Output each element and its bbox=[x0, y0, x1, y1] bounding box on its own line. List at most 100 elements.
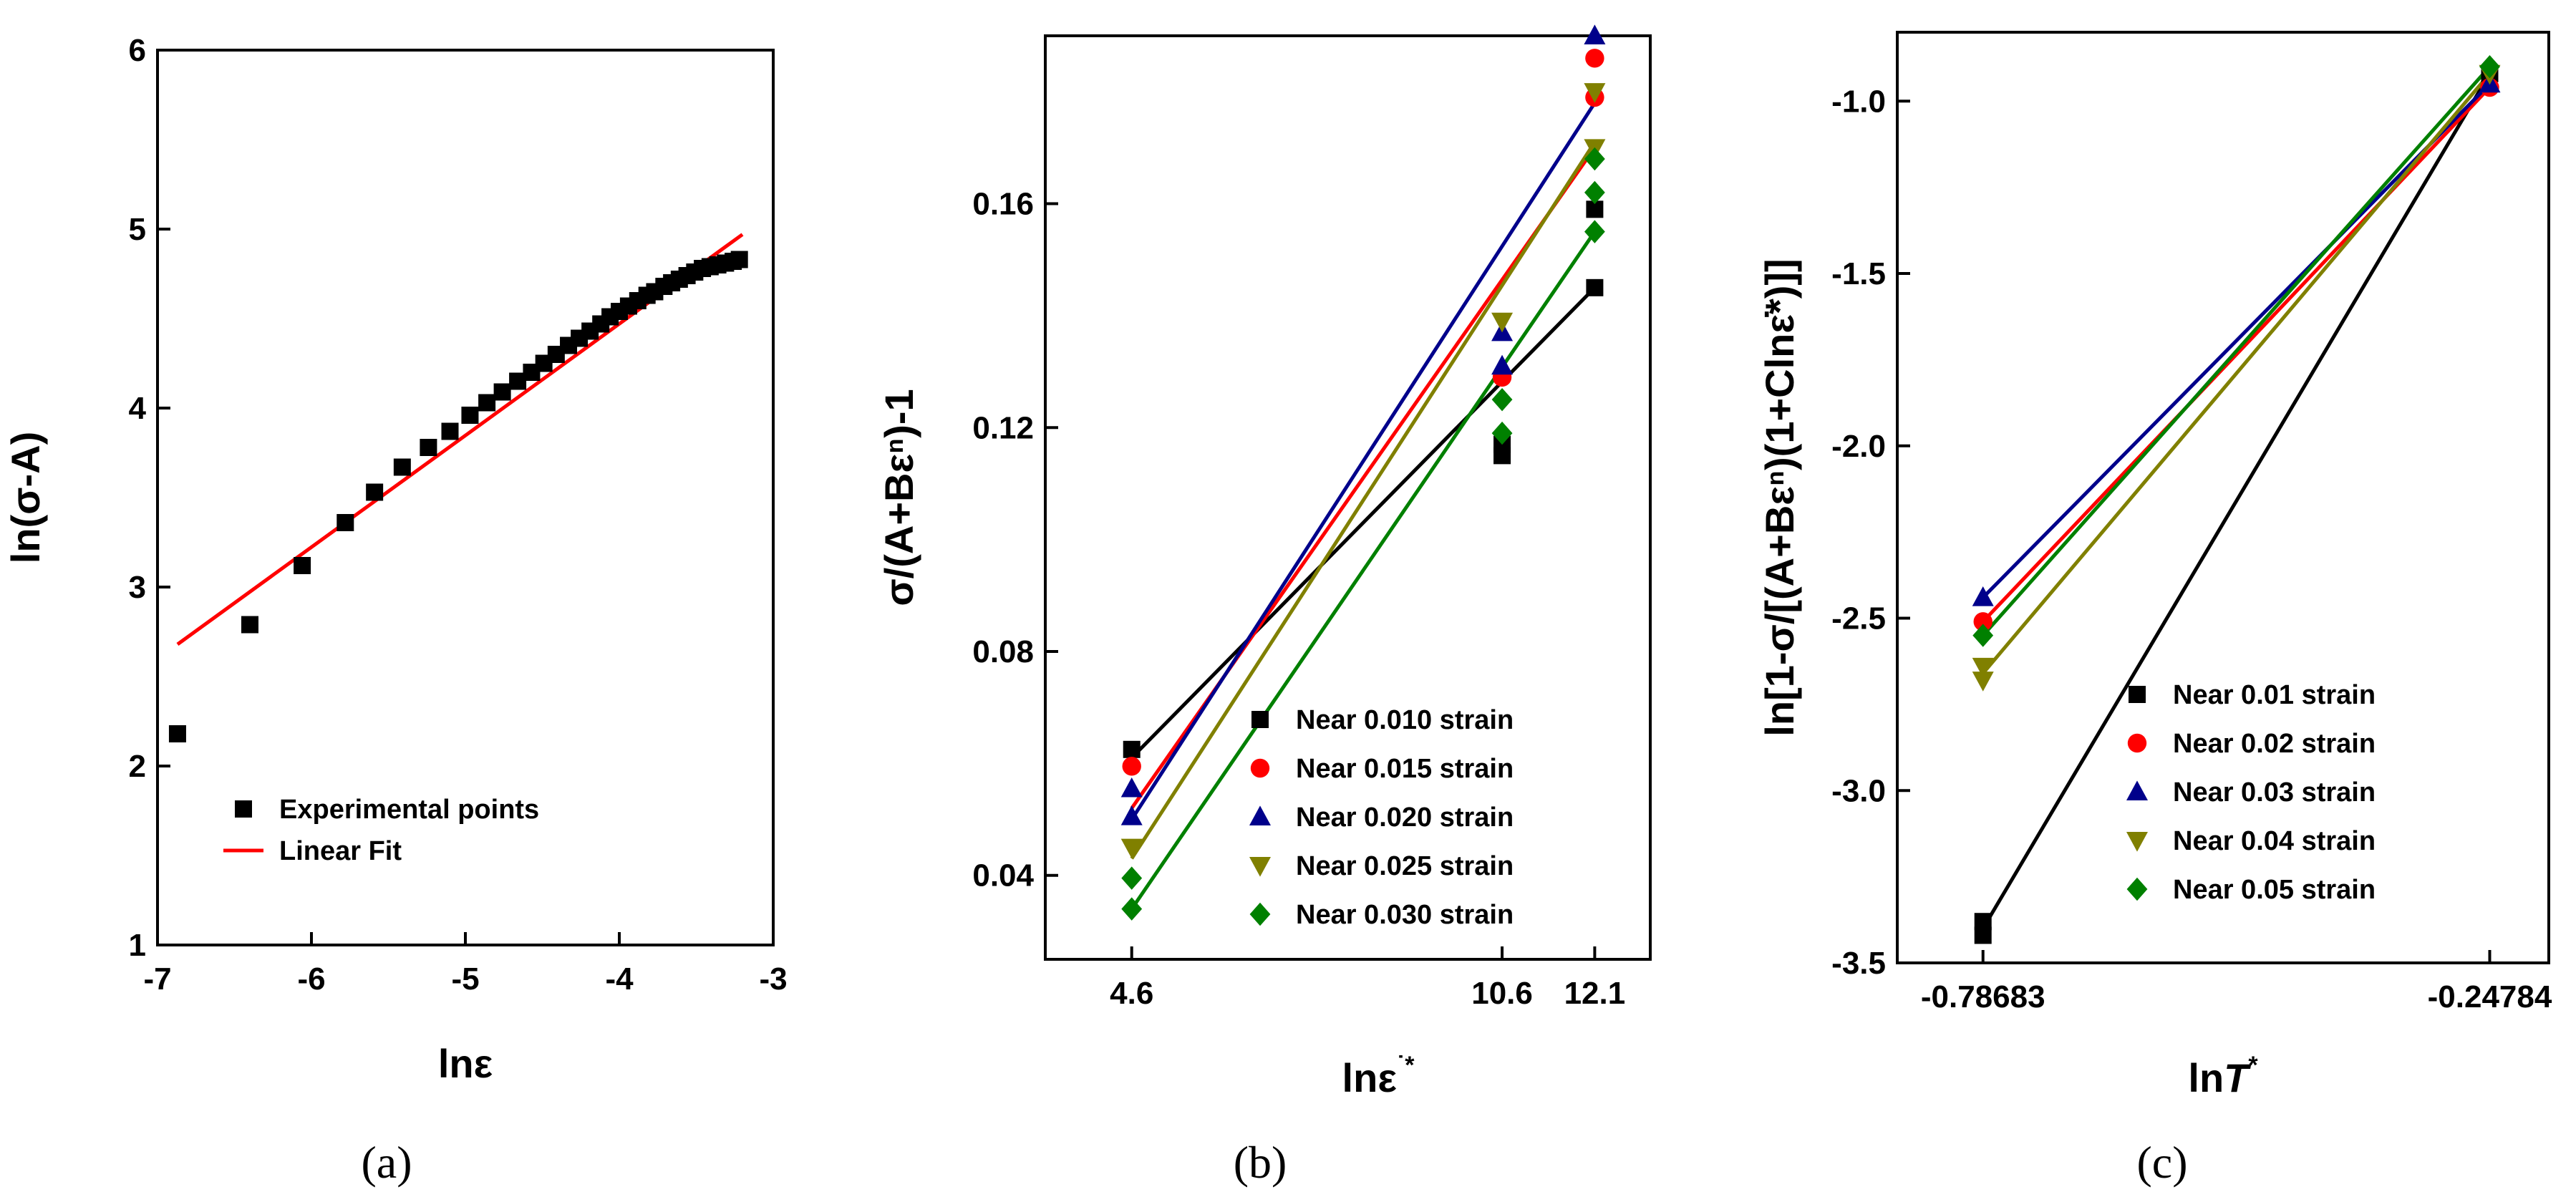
data-point bbox=[441, 422, 459, 440]
data-point bbox=[1585, 49, 1604, 68]
y-tick-label: 0.08 bbox=[972, 634, 1034, 669]
data-point bbox=[1972, 624, 1994, 647]
data-point bbox=[1972, 672, 1994, 692]
fit-line bbox=[1981, 86, 2492, 624]
legend-swatch bbox=[2126, 780, 2148, 800]
legend-label: Near 0.05 strain bbox=[2173, 875, 2376, 905]
x-tick-label: -4 bbox=[605, 961, 634, 997]
data-point bbox=[168, 725, 186, 742]
fit-line bbox=[1130, 102, 1597, 820]
data-point bbox=[1120, 805, 1143, 825]
legend-swatch bbox=[1249, 805, 1271, 825]
data-point bbox=[420, 439, 437, 456]
panel-c-plot: -0.78683 -0.24784 -3.5 -3.0 -2.5 -2.0 -1.5 -1.0… bbox=[1831, 54, 2552, 1014]
x-tick-label: -0.78683 bbox=[1921, 979, 2045, 1014]
y-tick-label: 0.12 bbox=[972, 410, 1034, 445]
panel-c-frame bbox=[1896, 31, 2550, 964]
y-tick-label: 0.16 bbox=[972, 187, 1034, 222]
y-tick-label: 1 bbox=[129, 928, 146, 963]
legend-label: Near 0.02 strain bbox=[2173, 729, 2376, 759]
legend-label: Near 0.030 strain bbox=[1296, 900, 1514, 930]
fit-line bbox=[1981, 72, 2492, 675]
data-point bbox=[1584, 83, 1606, 103]
legend-label: Near 0.020 strain bbox=[1296, 803, 1514, 833]
data-point bbox=[1121, 866, 1143, 890]
y-tick-label: -2.0 bbox=[1831, 429, 1886, 464]
panel-c-ylabel: ln[1-σ/[(A+Bεⁿ)(1+Clnε̇*)]] bbox=[1757, 258, 1802, 736]
x-tick-label: 12.1 bbox=[1564, 976, 1626, 1011]
data-point bbox=[393, 458, 411, 476]
data-point bbox=[1584, 147, 1605, 171]
data-point bbox=[336, 514, 354, 531]
data-point bbox=[1584, 220, 1605, 243]
legend-label: Experimental points bbox=[279, 795, 539, 825]
data-point bbox=[478, 394, 496, 412]
data-point bbox=[1972, 657, 1994, 678]
x-tick-label: -7 bbox=[143, 961, 171, 997]
panel-b-ylabel: σ/(A+Bεⁿ)-1 bbox=[876, 389, 921, 606]
y-tick-label: -2.5 bbox=[1831, 601, 1886, 636]
data-point bbox=[1972, 586, 1994, 606]
y-tick-label: -1.0 bbox=[1831, 84, 1886, 119]
panel-a-ylabel: ln(σ-A) bbox=[3, 432, 48, 563]
fit-line bbox=[1130, 141, 1597, 860]
legend-swatch bbox=[235, 800, 252, 818]
legend-label: Linear Fit bbox=[279, 836, 402, 866]
legend-label: Near 0.04 strain bbox=[2173, 826, 2376, 856]
data-point bbox=[294, 557, 311, 574]
fit-line bbox=[1130, 231, 1597, 911]
y-tick-label: 2 bbox=[129, 749, 146, 784]
panel-a-plot: -7 -6 -5 -4 -3 1 2 3 4 5 6 Experimental points Linea… bbox=[129, 33, 788, 997]
legend-swatch bbox=[2127, 733, 2147, 753]
data-point bbox=[1584, 24, 1606, 44]
data-point bbox=[1973, 612, 1992, 631]
panel-b-label: (b) bbox=[1234, 1137, 1287, 1188]
data-point bbox=[1491, 421, 1513, 445]
legend-swatch bbox=[2129, 686, 2146, 703]
y-tick-label: 4 bbox=[129, 391, 147, 426]
data-point bbox=[1120, 777, 1143, 798]
fit-line bbox=[1130, 286, 1597, 760]
panel-b-xlabel: lnε˙* bbox=[1342, 1052, 1415, 1100]
legend-swatch bbox=[1251, 711, 1269, 728]
y-tick-label: -3.0 bbox=[1831, 773, 1886, 808]
panel-a-label: (a) bbox=[361, 1137, 412, 1188]
panel-b-plot: 4.6 10.6 12.1 0.04 0.08 0.12 0.16 Near 0.010 st… bbox=[972, 24, 1625, 1011]
data-point bbox=[1122, 757, 1141, 776]
legend-label: Near 0.03 strain bbox=[2173, 777, 2376, 808]
data-point bbox=[1584, 180, 1605, 205]
panel-c: -0.78683 -0.24784 -3.5 -3.0 -2.5 -2.0 -1.5 -1.0… bbox=[1757, 31, 2552, 1188]
y-tick-label: -3.5 bbox=[1831, 946, 1886, 981]
y-tick-label: -1.5 bbox=[1831, 256, 1886, 291]
legend-label: Near 0.01 strain bbox=[2173, 680, 2376, 710]
fit-line bbox=[1981, 72, 2492, 930]
y-tick-label: 3 bbox=[129, 570, 146, 605]
x-tick-label: 4.6 bbox=[1110, 976, 1153, 1011]
x-tick-label: 10.6 bbox=[1471, 976, 1533, 1011]
legend-label: Near 0.025 strain bbox=[1296, 851, 1514, 881]
data-point bbox=[366, 483, 384, 501]
legend-swatch bbox=[1250, 758, 1270, 778]
panel-b-frame bbox=[1044, 34, 1652, 961]
legend-label: Near 0.010 strain bbox=[1296, 705, 1514, 735]
fit-line bbox=[1981, 65, 2492, 637]
data-point bbox=[1491, 354, 1514, 375]
legend-swatch bbox=[2126, 877, 2148, 901]
data-point bbox=[1121, 897, 1143, 921]
panel-c-label: (c) bbox=[2136, 1137, 2187, 1188]
panel-a-xlabel: lnε bbox=[438, 1041, 493, 1086]
data-point bbox=[1491, 387, 1513, 412]
legend-swatch bbox=[1249, 902, 1271, 926]
data-point bbox=[1491, 312, 1514, 333]
x-tick-label: -0.24784 bbox=[2428, 979, 2552, 1014]
panel-c-xlabel: lnT* bbox=[2188, 1052, 2258, 1100]
y-tick-label: 5 bbox=[129, 212, 146, 247]
legend-label: Near 0.015 strain bbox=[1296, 754, 1514, 784]
y-tick-label: 6 bbox=[129, 33, 146, 68]
data-point bbox=[1123, 740, 1141, 758]
x-tick-label: -6 bbox=[297, 961, 325, 997]
data-point bbox=[241, 616, 258, 634]
x-tick-label: -5 bbox=[451, 961, 479, 997]
panel-b: 4.6 10.6 12.1 0.04 0.08 0.12 0.16 Near 0.010 st… bbox=[876, 24, 1652, 1188]
data-point bbox=[461, 407, 479, 424]
